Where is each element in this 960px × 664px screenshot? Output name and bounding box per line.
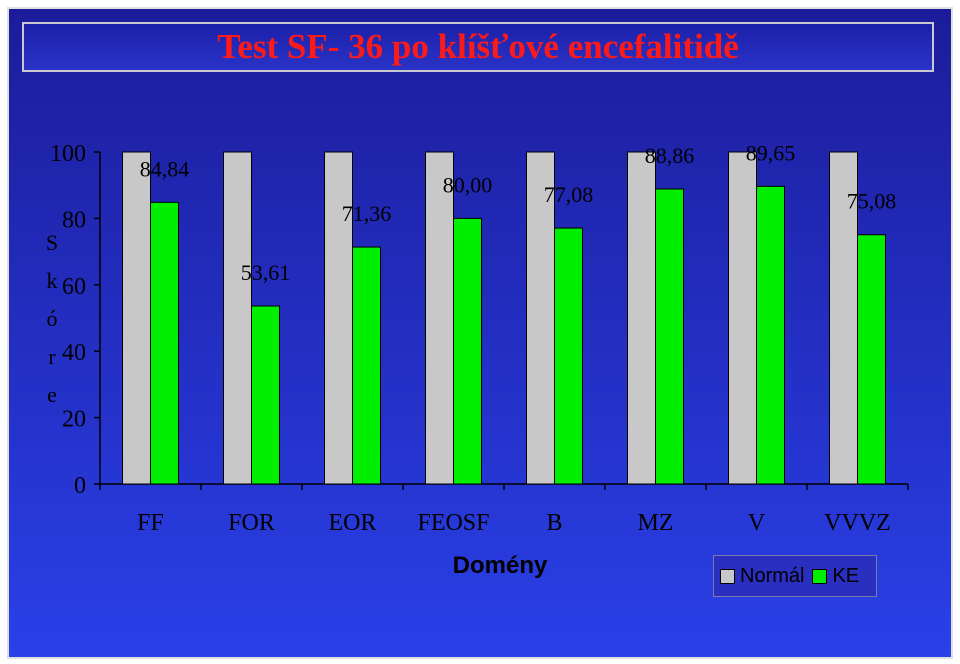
bar-normal-vvvz xyxy=(829,151,858,485)
y-tick-label: 60 xyxy=(62,274,86,300)
bar-ke-vvvz xyxy=(857,234,886,485)
title-box: Test SF- 36 po klíšťové encefalitidě xyxy=(22,22,934,72)
x-tick-label-for: FOR xyxy=(228,510,275,536)
y-axis-label-letter: ó xyxy=(46,306,58,331)
x-tick-label-feosf: FEOSF xyxy=(417,510,489,536)
y-tick-label: 0 xyxy=(74,473,86,499)
x-tick-label-v: V xyxy=(748,510,766,536)
bar-ke-ff xyxy=(150,201,179,485)
x-axis-label: Domény xyxy=(452,552,548,579)
x-tick-label-mz: MZ xyxy=(638,510,674,536)
bar-normal-b xyxy=(526,151,555,485)
y-tick-label: 80 xyxy=(62,207,86,233)
x-tick-label-eor: EOR xyxy=(329,510,377,536)
x-tick-label-ff: FF xyxy=(137,510,164,536)
bar-normal-ff xyxy=(122,151,151,485)
x-tick-label-vvvz: VVVZ xyxy=(824,510,891,536)
y-tick-label: 20 xyxy=(62,407,86,433)
data-label-ke-for: 53,61 xyxy=(241,260,291,285)
data-label-ke-eor: 71,36 xyxy=(342,201,392,226)
data-label-ke-vvvz: 75,08 xyxy=(847,189,897,214)
y-axis-label-letter: S xyxy=(45,230,59,255)
bar-normal-for xyxy=(223,151,252,485)
y-axis-label-letter: r xyxy=(48,344,56,369)
legend: Normál KE xyxy=(713,555,877,597)
data-label-ke-b: 77,08 xyxy=(544,182,594,207)
x-tick-label-b: B xyxy=(546,510,562,536)
bar-ke-mz xyxy=(655,188,684,485)
bar-ke-v xyxy=(756,185,785,485)
legend-label-normal: Normál xyxy=(740,564,805,587)
data-label-ke-mz: 88,86 xyxy=(645,143,695,168)
bar-normal-mz xyxy=(627,151,656,485)
bar-normal-eor xyxy=(324,151,353,485)
data-label-ke-ff: 84,84 xyxy=(140,156,190,181)
y-tick-label: 100 xyxy=(50,141,86,167)
legend-item-ke: KE xyxy=(812,565,859,588)
legend-item-normal: Normál xyxy=(720,565,804,588)
bar-ke-for xyxy=(251,305,280,485)
data-label-ke-feosf: 80,00 xyxy=(443,172,493,197)
legend-swatch-ke xyxy=(812,568,828,584)
legend-swatch-normal xyxy=(720,568,735,584)
chart-title: Test SF- 36 po klíšťové encefalitidě xyxy=(217,27,739,66)
bar-normal-v xyxy=(728,151,757,485)
legend-label-ke: KE xyxy=(832,564,860,587)
labels-group: 84,84 FF 53,61 FOR 71,36 EOR 80,00 FEOSF 77,08 B 8… xyxy=(137,140,896,536)
bar-ke-eor xyxy=(352,246,381,485)
y-axis-label-letter: e xyxy=(47,382,57,407)
y-tick-label: 40 xyxy=(62,340,86,366)
data-label-ke-v: 89,65 xyxy=(746,140,796,165)
y-axis-label-letter: k xyxy=(46,268,58,293)
bars-group xyxy=(122,151,886,485)
bar-normal-feosf xyxy=(425,151,454,485)
bar-ke-feosf xyxy=(453,217,482,485)
bar-ke-b xyxy=(554,227,583,485)
